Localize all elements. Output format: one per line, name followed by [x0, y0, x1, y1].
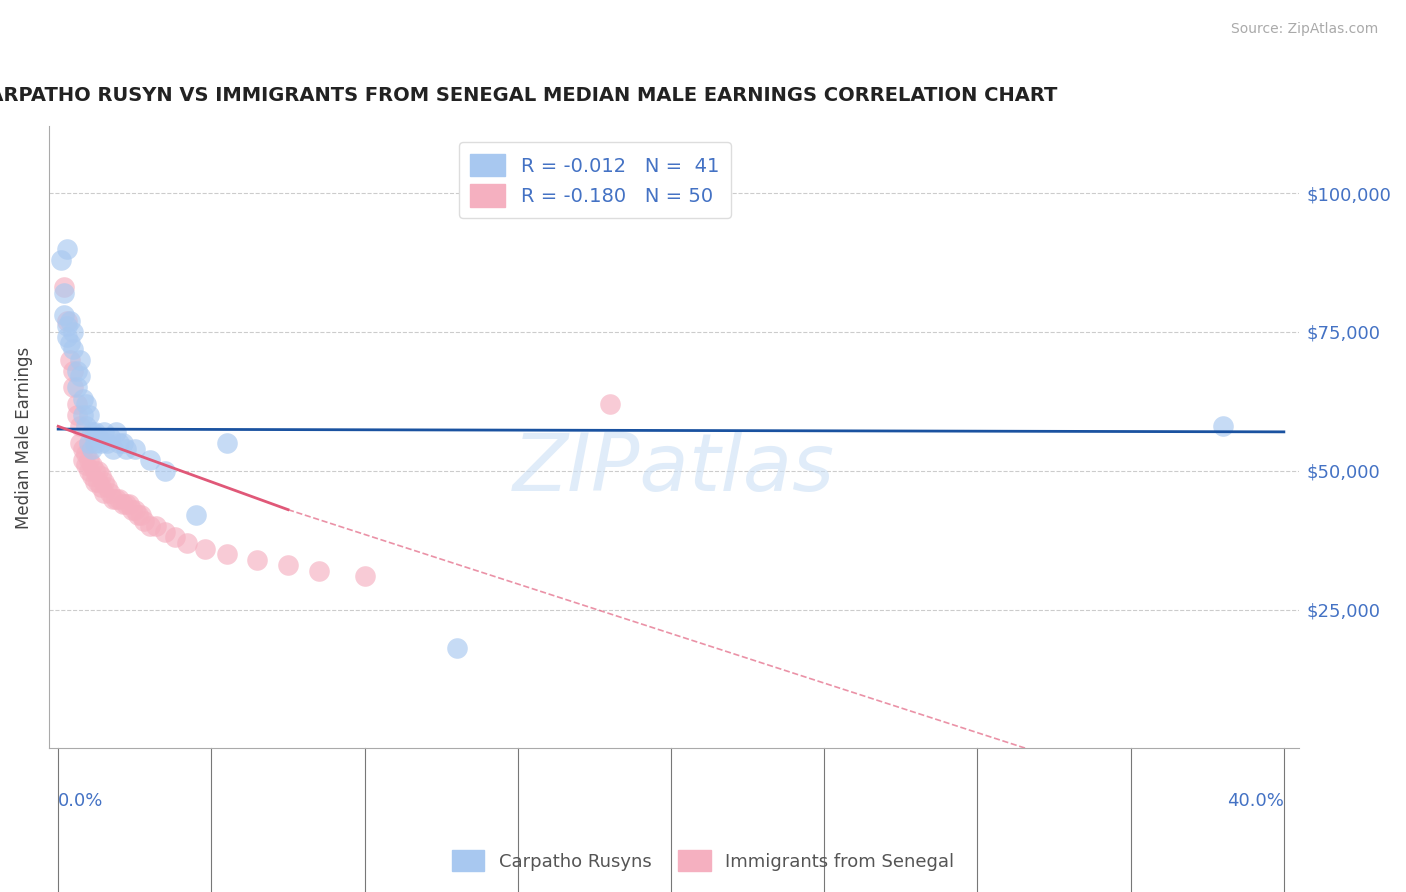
Point — [215, 547, 238, 561]
Point — [90, 436, 112, 450]
Point — [77, 436, 100, 450]
Point — [108, 491, 131, 506]
Point — [59, 352, 82, 367]
Y-axis label: Median Male Earnings: Median Male Earnings — [15, 346, 32, 529]
Point — [87, 430, 110, 444]
Point — [129, 508, 152, 523]
Point — [53, 308, 76, 322]
Point — [98, 430, 121, 444]
Point — [1212, 419, 1234, 434]
Point — [75, 397, 97, 411]
Point — [87, 475, 110, 489]
Point — [599, 397, 621, 411]
Point — [65, 380, 87, 394]
Point — [72, 452, 94, 467]
Point — [114, 497, 136, 511]
Point — [277, 558, 299, 573]
Point — [75, 447, 97, 461]
Point — [163, 530, 186, 544]
Point — [103, 491, 125, 506]
Point — [105, 491, 128, 506]
Point — [98, 486, 121, 500]
Point — [53, 285, 76, 300]
Point — [132, 514, 155, 528]
Point — [446, 641, 468, 656]
Point — [65, 364, 87, 378]
Point — [56, 242, 79, 256]
Point — [194, 541, 217, 556]
Point — [145, 519, 167, 533]
Point — [77, 408, 100, 422]
Point — [111, 436, 134, 450]
Point — [84, 464, 107, 478]
Point — [111, 497, 134, 511]
Text: ZIPatlas: ZIPatlas — [513, 430, 835, 508]
Text: 40.0%: 40.0% — [1227, 792, 1284, 810]
Point — [75, 458, 97, 473]
Point — [65, 408, 87, 422]
Point — [77, 452, 100, 467]
Point — [155, 524, 177, 539]
Point — [90, 469, 112, 483]
Point — [69, 419, 91, 434]
Point — [114, 442, 136, 456]
Text: Source: ZipAtlas.com: Source: ZipAtlas.com — [1230, 22, 1378, 37]
Text: 0.0%: 0.0% — [58, 792, 104, 810]
Point — [96, 480, 118, 494]
Point — [84, 475, 107, 489]
Point — [56, 319, 79, 334]
Point — [93, 425, 115, 439]
Point — [155, 464, 177, 478]
Point — [93, 486, 115, 500]
Point — [108, 436, 131, 450]
Point — [90, 480, 112, 494]
Point — [62, 380, 84, 394]
Text: CARPATHO RUSYN VS IMMIGRANTS FROM SENEGAL MEDIAN MALE EARNINGS CORRELATION CHART: CARPATHO RUSYN VS IMMIGRANTS FROM SENEGA… — [0, 87, 1057, 105]
Point — [103, 442, 125, 456]
Point — [184, 508, 207, 523]
Point — [59, 336, 82, 351]
Point — [69, 352, 91, 367]
Point — [72, 442, 94, 456]
Point — [139, 519, 162, 533]
Point — [124, 502, 146, 516]
Point — [117, 497, 139, 511]
Point — [215, 436, 238, 450]
Point — [59, 314, 82, 328]
Legend: R = -0.012   N =  41, R = -0.180   N = 50: R = -0.012 N = 41, R = -0.180 N = 50 — [458, 143, 731, 219]
Point — [80, 425, 103, 439]
Point — [124, 442, 146, 456]
Point — [53, 280, 76, 294]
Point — [69, 369, 91, 384]
Point — [62, 342, 84, 356]
Point — [80, 458, 103, 473]
Point — [308, 564, 330, 578]
Point — [75, 419, 97, 434]
Point — [176, 536, 198, 550]
Point — [56, 330, 79, 344]
Point — [69, 436, 91, 450]
Point — [96, 436, 118, 450]
Point — [56, 314, 79, 328]
Point — [51, 252, 73, 267]
Point — [93, 475, 115, 489]
Point — [80, 469, 103, 483]
Point — [65, 397, 87, 411]
Point — [87, 464, 110, 478]
Point — [84, 425, 107, 439]
Point — [62, 364, 84, 378]
Point — [127, 508, 149, 523]
Point — [246, 552, 269, 566]
Point — [77, 464, 100, 478]
Point — [62, 325, 84, 339]
Legend: Carpatho Rusyns, Immigrants from Senegal: Carpatho Rusyns, Immigrants from Senegal — [444, 843, 962, 879]
Point — [80, 442, 103, 456]
Point — [72, 392, 94, 406]
Point — [105, 425, 128, 439]
Point — [121, 502, 143, 516]
Point — [84, 436, 107, 450]
Point — [353, 569, 375, 583]
Point — [72, 408, 94, 422]
Point — [139, 452, 162, 467]
